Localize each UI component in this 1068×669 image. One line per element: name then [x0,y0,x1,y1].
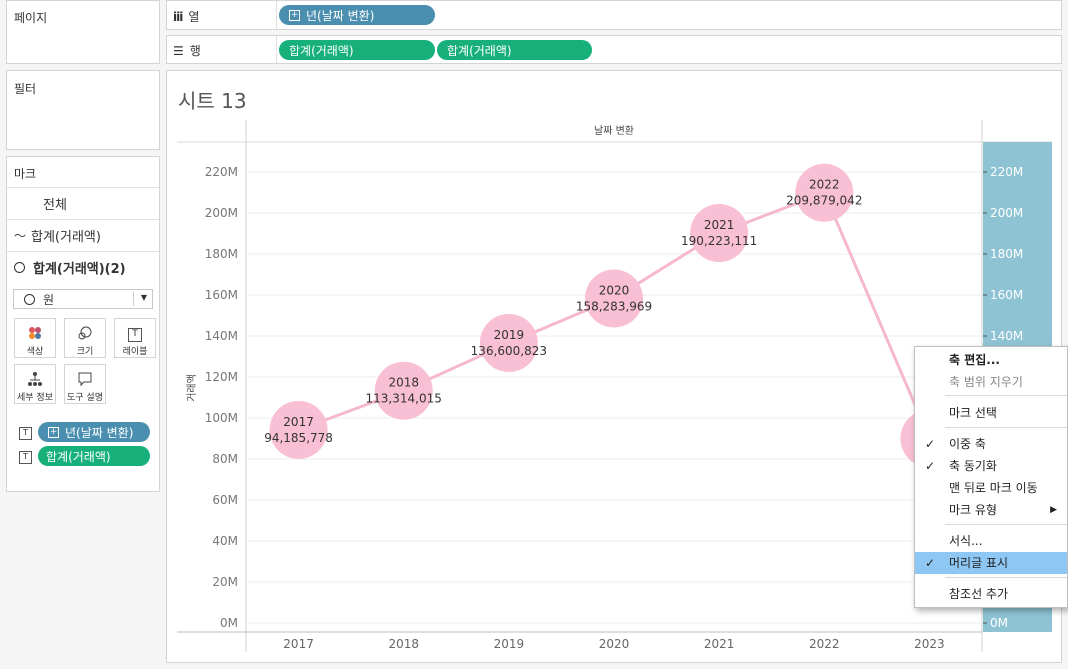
rows-label: 행 [189,44,201,58]
menu-item-label: 마크 유형 [949,503,997,517]
menu-item[interactable]: 축 편집... [915,349,1067,371]
size-label: 크기 [76,347,94,357]
marks-card-circle[interactable]: 합계(거래액)(2) [7,251,159,282]
line-mark-icon: 〜 [14,228,27,243]
check-icon: ✓ [925,459,936,473]
dropdown-divider [133,292,134,306]
marks-all-label: 전체 [43,197,67,213]
marks-card-all[interactable]: 전체 [7,187,159,218]
menu-item-label: 축 범위 지우기 [949,375,1023,389]
label-icon: T [115,325,155,342]
shelf-divider [276,36,277,63]
marks-line-label: 합계(거래액) [31,229,101,245]
menu-item-label: 머리글 표시 [949,556,1009,570]
color-icon [15,325,55,341]
detail-label: 세부 정보 [17,393,53,403]
menu-separator [945,427,1067,428]
tooltip-icon [65,371,105,387]
menu-item[interactable]: 서식... [915,530,1067,552]
rows-pill-2-label: 합계(거래액) [447,43,512,58]
rows-pill-1-label: 합계(거래액) [289,43,354,58]
menu-separator [945,395,1067,396]
label-field-icon: T [19,451,32,464]
menu-item[interactable]: 축 범위 지우기 [915,371,1067,393]
chevron-down-icon: ▼ [140,293,147,302]
menu-item[interactable]: 머리글 표시 ✓ [915,552,1067,574]
menu-separator [945,577,1067,578]
rows-icon: ☰ [173,43,184,58]
sheet-title: 시트 13 [178,89,247,113]
detail-icon [15,371,55,387]
expand-icon: + [48,426,59,438]
menu-item-label: 마크 선택 [949,406,997,420]
color-label: 색상 [26,347,44,357]
size-icon [65,325,105,341]
menu-item[interactable]: 이중 축 ✓ [915,433,1067,455]
menu-item[interactable]: 맨 뒤로 마크 이동 [915,477,1067,499]
amount-field-row[interactable]: T 합계(거래액) [19,446,159,468]
marks-card-line[interactable]: 〜 합계(거래액) [7,219,159,250]
menu-item-label: 축 편집... [949,353,1000,367]
label-button[interactable]: T 레이블 [114,318,156,358]
marks-title: 마크 [14,167,37,181]
rows-pill-1[interactable]: 합계(거래액) [279,40,435,60]
filters-title: 필터 [14,82,37,96]
menu-item-label: 서식... [949,534,983,548]
rows-shelf-label: ☰ 행 [173,42,201,59]
columns-icon: iii [173,9,183,24]
circle-icon [24,293,35,305]
amount-field-label: 합계(거래액) [46,449,111,464]
columns-pill[interactable]: + 년(날짜 변환) [279,5,435,25]
check-icon: ✓ [925,437,936,451]
label-field-icon: T [19,427,32,440]
menu-item-label: 맨 뒤로 마크 이동 [949,481,1038,495]
menu-item[interactable]: 참조선 추가 [915,583,1067,605]
pages-panel[interactable]: 페이지 [6,0,160,64]
size-button[interactable]: 크기 [64,318,106,358]
filters-panel[interactable]: 필터 [6,70,160,150]
columns-label: 열 [188,10,200,24]
marks-circle-label: 합계(거래액)(2) [33,261,126,277]
tooltip-button[interactable]: 도구 설명 [64,364,106,404]
menu-separator [945,524,1067,525]
submenu-arrow-icon: ▶ [1050,505,1057,515]
year-field-label: 년(날짜 변환) [65,425,134,440]
menu-item-label: 참조선 추가 [949,587,1009,601]
rows-pill-2[interactable]: 합계(거래액) [437,40,592,60]
label-label: 레이블 [122,347,148,357]
label-field-row[interactable]: T + 년(날짜 변환) [19,422,159,444]
columns-shelf[interactable]: iii 열 + 년(날짜 변환) [166,0,1062,30]
columns-pill-label: 년(날짜 변환) [306,8,375,23]
menu-item[interactable]: 마크 유형 ▶ [915,499,1067,521]
marks-panel: 마크 전체 〜 합계(거래액) 합계(거래액)(2) 원 ▼ 색상 크기 T 레… [6,156,160,492]
rows-shelf[interactable]: ☰ 행 합계(거래액) 합계(거래액) [166,35,1062,64]
mark-type-dropdown[interactable]: 원 ▼ [13,289,153,309]
circle-mark-icon [14,261,25,273]
year-field-pill[interactable]: + 년(날짜 변환) [38,422,150,442]
menu-item-label: 이중 축 [949,437,986,451]
menu-item[interactable]: 마크 선택 [915,402,1067,424]
tooltip-label: 도구 설명 [67,393,103,403]
shelf-divider [276,1,277,29]
color-button[interactable]: 색상 [14,318,56,358]
check-icon: ✓ [925,556,936,570]
mark-type-label: 원 [43,292,55,307]
detail-button[interactable]: 세부 정보 [14,364,56,404]
menu-item[interactable]: 축 동기화 ✓ [915,455,1067,477]
pages-title: 페이지 [14,11,48,25]
menu-item-label: 축 동기화 [949,459,997,473]
expand-icon: + [289,9,300,21]
columns-shelf-label: iii 열 [173,8,199,25]
amount-field-pill[interactable]: 합계(거래액) [38,446,150,466]
